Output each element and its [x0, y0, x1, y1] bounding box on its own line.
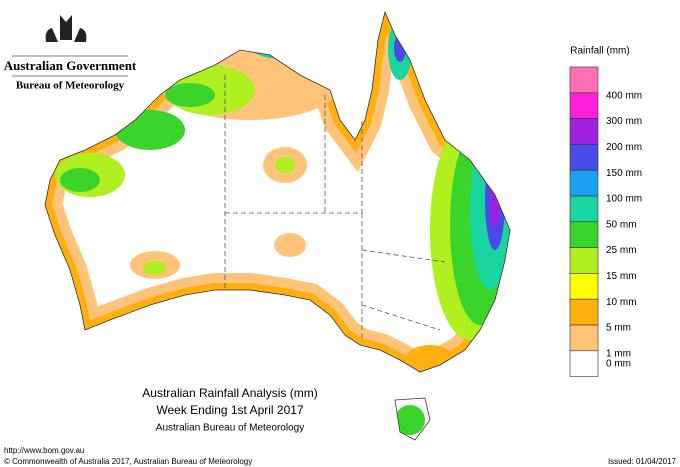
- title-line: Australian Rainfall Analysis (mm): [142, 386, 317, 400]
- legend-swatch: [569, 221, 599, 248]
- legend-label: 200 mm: [606, 142, 642, 153]
- legend-label: 150 mm: [606, 168, 642, 179]
- legend-label: 50 mm: [606, 219, 637, 230]
- logo: [12, 15, 128, 57]
- legend-swatch: [569, 350, 599, 377]
- legend-label: 400 mm: [606, 90, 642, 101]
- tasmania-outline: [394, 397, 431, 441]
- legend-label: 5 mm: [606, 323, 631, 334]
- legend-label: 15 mm: [606, 271, 637, 282]
- agency-name: Bureau of Meteorology: [16, 80, 125, 92]
- legend-swatch: [569, 298, 599, 326]
- title-line: Week Ending 1st April 2017: [156, 403, 304, 417]
- legend-label: 100 mm: [606, 194, 642, 205]
- legend-swatch: [569, 92, 599, 119]
- legend-label: 0 mm: [606, 358, 631, 369]
- legend-swatch: [569, 273, 599, 300]
- legend-swatch: [569, 169, 599, 197]
- legend-swatch: [569, 118, 599, 145]
- legend-label: 10 mm: [606, 297, 637, 308]
- state-borders: [224, 75, 446, 340]
- issued: Issued: 01/04/2017: [608, 457, 677, 466]
- legend-swatch: [569, 247, 599, 274]
- url: http://www.bom.gov.au: [4, 446, 84, 455]
- copyright: © Commonwealth of Australia 2017, Austra…: [4, 457, 252, 466]
- legend-swatch: [569, 324, 599, 352]
- government-name: Australian Government: [4, 58, 137, 73]
- legend-title: Rainfall (mm): [570, 46, 629, 57]
- legend: 400 mm 300 mm 200 mm 150 mm 100 mm 50 mm 25 mm…: [569, 66, 642, 377]
- legend-swatch: [569, 144, 599, 171]
- legend-swatch: [569, 66, 599, 94]
- legend-label: 300 mm: [606, 116, 642, 127]
- legend-label: 1 mm: [606, 348, 631, 359]
- title-line: Australian Bureau of Meteorology: [156, 423, 304, 434]
- legend-swatch: [569, 195, 599, 223]
- legend-label: 25 mm: [606, 245, 637, 256]
